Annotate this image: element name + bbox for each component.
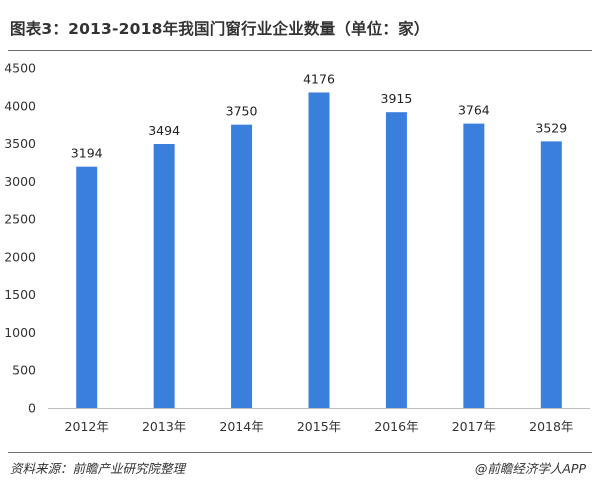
x-axis-tick-labels: 2012年 2013年 2014年 2015年 2016年 2017年 2018年: [65, 419, 574, 434]
bar-value-label: 3915: [381, 91, 413, 106]
bar-value-label: 3494: [148, 123, 180, 138]
x-tick-label: 2013年: [142, 419, 186, 434]
x-tick-label: 2018年: [529, 419, 573, 434]
y-tick-label: 0: [28, 401, 36, 416]
bar: [463, 123, 485, 408]
bar-value-label: 3764: [458, 103, 490, 118]
y-axis-tick-labels: 0 500 1000 1500 2000 2500 3000 3500 4000 4500: [4, 61, 36, 416]
y-tick-label: 2500: [4, 212, 36, 227]
x-tick-label: 2015年: [297, 419, 341, 434]
y-tick-label: 3000: [4, 174, 36, 189]
chart-title: 图表3：2013-2018年我国门窗行业企业数量（单位：家）: [10, 20, 430, 38]
y-tick-label: 4000: [4, 98, 36, 113]
y-tick-label: 2000: [4, 249, 36, 264]
y-tick-label: 4500: [4, 61, 36, 76]
bar-value-label: 3750: [226, 104, 258, 119]
bar-value-label: 3529: [535, 120, 567, 135]
x-tick-label: 2012年: [65, 419, 109, 434]
bar: [385, 112, 407, 408]
x-tick-label: 2014年: [219, 419, 263, 434]
bar-value-label: 3194: [71, 146, 103, 161]
credit-note: @前瞻经济学人APP: [474, 461, 586, 476]
bar-series: [76, 92, 562, 409]
bar: [231, 124, 253, 409]
y-tick-label: 1500: [4, 287, 36, 302]
footer-divider: [8, 452, 592, 453]
y-tick-label: 1000: [4, 325, 36, 340]
title-divider: [8, 50, 592, 51]
source-note: 资料来源：前瞻产业研究院整理: [10, 461, 186, 476]
bar-chart: 0 500 1000 1500 2000 2500 3000 3500 4000 4500 319…: [4, 61, 590, 434]
bar: [153, 144, 175, 408]
bar-value-labels: 3194 3494 3750 4176 3915 3764 3529: [71, 71, 567, 160]
y-tick-label: 3500: [4, 136, 36, 151]
bar: [540, 141, 562, 408]
x-tick-label: 2016年: [374, 419, 418, 434]
bar: [308, 92, 330, 409]
x-tick-label: 2017年: [452, 419, 496, 434]
bar: [76, 166, 98, 408]
bar-value-label: 4176: [303, 71, 335, 86]
y-tick-label: 500: [12, 363, 36, 378]
